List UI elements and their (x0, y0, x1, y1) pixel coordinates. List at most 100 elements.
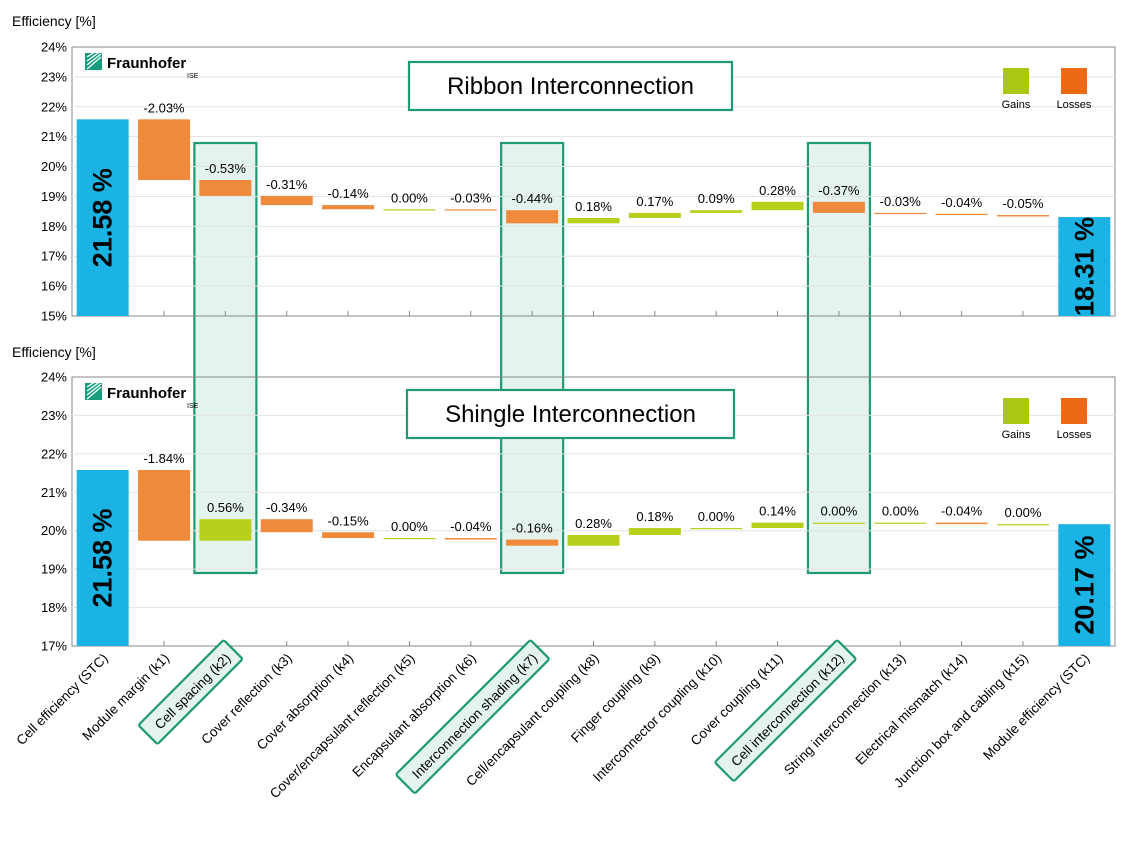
y-tick-label: 23% (41, 69, 67, 84)
change-bar-loss (935, 213, 988, 215)
y-tick-label: 17% (41, 639, 67, 654)
change-value-label: -0.14% (327, 186, 369, 201)
legend-gains-swatch (1003, 398, 1029, 424)
logo-stripe (86, 386, 102, 400)
y-axis-label: Efficiency [%] (12, 13, 96, 29)
y-tick-label: 21% (41, 129, 67, 144)
y-tick-label: 20% (41, 523, 67, 538)
y-tick-label: 15% (41, 309, 67, 324)
y-tick-label: 23% (41, 408, 67, 423)
change-value-label: -0.44% (512, 191, 554, 206)
logo-stripe (86, 53, 102, 66)
y-tick-label: 24% (41, 40, 67, 55)
change-value-label: 0.28% (575, 516, 612, 531)
change-bar-loss (322, 205, 375, 210)
logo-sub: ISE (187, 73, 199, 80)
end-value-label: 18.31 % (1069, 217, 1099, 316)
change-value-label: 0.00% (391, 190, 428, 205)
change-bar-loss (874, 212, 927, 215)
y-tick-label: 22% (41, 99, 67, 114)
change-bar-loss (935, 522, 988, 525)
change-value-label: 0.14% (759, 504, 796, 519)
change-value-label: 0.00% (391, 519, 428, 534)
change-value-label: 0.56% (207, 500, 244, 515)
y-tick-label: 18% (41, 219, 67, 234)
y-tick-label: 19% (41, 562, 67, 577)
category-label: Interconnection shading (k7) (409, 651, 540, 782)
highlight-column-k7 (500, 141, 565, 575)
change-bar-gain (567, 534, 620, 546)
chart-title-box (407, 60, 734, 112)
panel-2: 17% 18% 19% 20% 21% 22% 23% 24% Efficiency [%] 21… (12, 344, 1116, 654)
change-bar-loss (444, 538, 497, 540)
change-value-label: 0.17% (636, 194, 673, 209)
x-category-labels: Cell efficiency (STC)Module margin (k1)C… (13, 639, 1092, 801)
highlight-column-k12 (806, 141, 872, 575)
change-bar-loss (506, 210, 559, 224)
change-value-label: 0.00% (820, 504, 857, 519)
change-bar-loss (996, 214, 1049, 217)
logo-stripe (86, 47, 102, 58)
change-bar-loss (138, 469, 191, 541)
change-bar-loss (199, 180, 252, 196)
logo-name: Fraunhofer (107, 385, 186, 402)
change-value-label: -0.34% (266, 500, 308, 515)
legend-losses-swatch (1061, 398, 1087, 424)
category-label: Electrical mismatch (k14) (853, 651, 970, 768)
category-label-group: Junction box and cabling (k15) (891, 651, 1031, 791)
start-bar (76, 469, 129, 646)
category-highlight-box (395, 639, 550, 794)
change-bar-loss (260, 195, 313, 206)
category-label: Interconnector coupling (k10) (590, 651, 724, 785)
change-bar-loss (138, 119, 191, 181)
y-tick-label: 19% (41, 189, 67, 204)
panel-1: 15% 16% 17% 18% 19% 20% 21% 22% 23% 24% Efficiency… (12, 13, 1116, 324)
logo-stripe (86, 56, 102, 70)
change-value-label: -0.03% (880, 194, 922, 209)
legend-gains-label: Gains (1002, 99, 1031, 111)
change-bar-gain (628, 528, 681, 535)
change-value-label: -0.04% (450, 519, 492, 534)
change-value-label: -0.05% (1002, 196, 1044, 211)
y-tick-label: 21% (41, 485, 67, 500)
chart-title-box (405, 388, 736, 440)
change-bar-gain (812, 522, 865, 524)
change-value-label: 0.18% (636, 509, 673, 524)
legend-losses-swatch (1061, 68, 1087, 94)
category-highlight-box (714, 639, 857, 782)
change-bar-gain (751, 522, 804, 529)
category-label-group: Module efficiency (STC) (980, 651, 1092, 763)
chart-title: Ribbon Interconnection (447, 73, 694, 100)
change-value-label: -0.15% (327, 513, 369, 528)
y-tick-label: 24% (41, 370, 67, 385)
change-bar-loss (506, 539, 559, 546)
start-bar (76, 119, 129, 316)
y-tick-label: 18% (41, 600, 67, 615)
change-value-label: -0.53% (205, 161, 247, 176)
change-value-label: -0.37% (818, 183, 860, 198)
logo-stripe (86, 383, 102, 396)
change-bar-loss (812, 201, 865, 213)
category-label-group: Interconnector coupling (k10) (590, 651, 724, 785)
change-value-label: 0.00% (882, 504, 919, 519)
change-bar-gain (690, 210, 743, 213)
change-value-label: -0.04% (941, 195, 983, 210)
y-tick-label: 22% (41, 446, 67, 461)
end-bar (1058, 217, 1111, 316)
change-bar-gain (567, 217, 620, 224)
change-bar-gain (874, 522, 927, 524)
chart-title: Shingle Interconnection (445, 401, 696, 428)
change-bar-loss (260, 519, 313, 533)
change-value-label: 0.00% (698, 509, 735, 524)
change-bar-loss (322, 532, 375, 539)
change-bar-gain (383, 209, 436, 211)
logo-sub: ISE (187, 403, 199, 410)
end-bar (1058, 524, 1111, 646)
change-value-label: -0.16% (512, 521, 554, 536)
change-value-label: 0.09% (698, 191, 735, 206)
category-label: Module efficiency (STC) (980, 651, 1092, 763)
highlight-column-k2 (193, 141, 258, 575)
y-tick-label: 16% (41, 279, 67, 294)
change-bar-gain (628, 212, 681, 218)
logo-stripe (86, 377, 102, 388)
